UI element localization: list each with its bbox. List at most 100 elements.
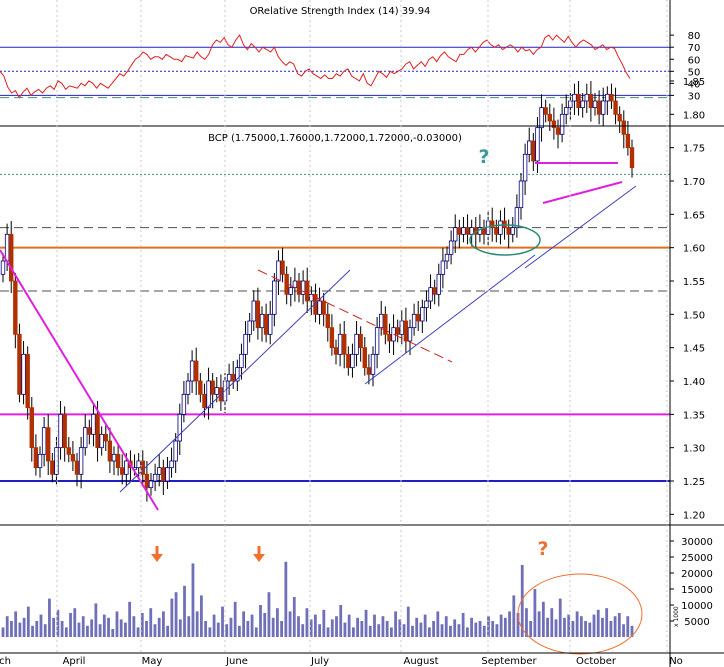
candle-body bbox=[395, 327, 400, 335]
trend-line bbox=[0, 249, 159, 511]
candle-body bbox=[140, 460, 145, 475]
volume-bar bbox=[77, 622, 81, 637]
candle-body bbox=[383, 313, 388, 335]
candle-body bbox=[498, 220, 503, 235]
candle-body bbox=[66, 447, 71, 455]
candle-body bbox=[506, 227, 511, 235]
candle-body bbox=[629, 147, 635, 169]
candle-body bbox=[78, 447, 84, 475]
candle-body bbox=[543, 107, 548, 115]
rsi-tick-label: 30 bbox=[688, 91, 701, 102]
candle-body bbox=[268, 313, 273, 335]
candle-body bbox=[592, 100, 598, 109]
candle-body bbox=[370, 353, 376, 375]
volume-bar bbox=[453, 619, 457, 637]
volume-tick-label: 25000 bbox=[681, 553, 713, 564]
candle-body bbox=[576, 93, 581, 109]
candle-body bbox=[465, 227, 470, 235]
x-tick-label: September bbox=[481, 656, 537, 667]
candle-body bbox=[21, 353, 26, 395]
candle-body bbox=[173, 440, 178, 462]
candle-body bbox=[580, 100, 585, 109]
volume-bar bbox=[111, 629, 115, 637]
volume-bar bbox=[588, 622, 592, 637]
volume-bar bbox=[478, 621, 482, 637]
volume-bar bbox=[398, 619, 402, 637]
volume-bar bbox=[200, 595, 203, 637]
candle-body bbox=[111, 453, 117, 462]
price-tick-label: 1.35 bbox=[683, 410, 705, 421]
candle-body bbox=[539, 107, 544, 129]
volume-bar bbox=[381, 616, 385, 637]
candle-body bbox=[33, 447, 39, 469]
volume-bar bbox=[613, 616, 617, 637]
candle-body bbox=[107, 440, 113, 462]
volume-bar bbox=[432, 621, 435, 637]
candle-body bbox=[305, 280, 310, 302]
candle-body bbox=[588, 93, 594, 109]
volume-bar bbox=[119, 619, 123, 637]
candle-body bbox=[4, 233, 10, 262]
price-panel: BCP (1.75000,1.76000,1.72000,1.72000,-0.… bbox=[0, 77, 705, 521]
candle-body bbox=[231, 373, 236, 382]
volume-bar bbox=[229, 617, 233, 637]
candle-body bbox=[535, 127, 540, 162]
volume-bar bbox=[541, 601, 545, 637]
candle-body bbox=[103, 433, 108, 442]
x-tick-label: ch bbox=[0, 656, 11, 667]
candle-body bbox=[37, 453, 43, 469]
candle-body bbox=[313, 293, 318, 315]
volume-bar bbox=[461, 613, 465, 637]
candle-body bbox=[157, 467, 162, 475]
volume-bar bbox=[242, 611, 246, 637]
candle-body bbox=[461, 227, 466, 235]
volume-bar bbox=[48, 598, 51, 637]
price-tick-label: 1.65 bbox=[683, 210, 705, 221]
candle-body bbox=[259, 313, 265, 329]
volume-bar bbox=[368, 625, 372, 637]
price-tick-label: 1.45 bbox=[683, 344, 705, 355]
candle-body bbox=[181, 393, 187, 415]
candle-body bbox=[613, 100, 618, 115]
volume-bar bbox=[14, 611, 18, 637]
volume-bar bbox=[128, 601, 132, 637]
candle-body bbox=[144, 473, 150, 489]
price-tick-label: 1.40 bbox=[683, 377, 705, 388]
trend-line bbox=[524, 185, 637, 269]
volume-bar bbox=[98, 624, 102, 637]
candle-body bbox=[609, 93, 614, 102]
volume-bar bbox=[301, 624, 305, 637]
volume-bar bbox=[575, 611, 579, 637]
volume-bar bbox=[385, 621, 389, 637]
volume-bar bbox=[178, 619, 182, 637]
candle-body bbox=[62, 413, 67, 449]
candle-body bbox=[625, 133, 631, 149]
candle-body bbox=[399, 320, 404, 335]
volume-bar bbox=[465, 627, 469, 637]
candle-body bbox=[362, 347, 367, 369]
consolidation-ellipse bbox=[469, 224, 541, 256]
candle-body bbox=[41, 427, 47, 455]
candle-body bbox=[189, 360, 195, 382]
volume-bar bbox=[280, 621, 284, 637]
volume-bar bbox=[69, 613, 72, 637]
price-tick-label: 1.20 bbox=[683, 510, 705, 521]
volume-bar bbox=[339, 605, 343, 637]
volume-panel: ? x 1000 5000 10000 15000 20000 25000 30000 bbox=[1, 537, 713, 655]
x-tick-label: August bbox=[404, 656, 439, 667]
candle-body bbox=[194, 360, 199, 382]
candle-body bbox=[169, 460, 174, 469]
volume-arrow-icon bbox=[253, 554, 265, 562]
candle-body bbox=[185, 380, 191, 395]
volume-bar bbox=[622, 624, 625, 637]
candle-body bbox=[596, 100, 602, 115]
candle-body bbox=[510, 227, 515, 235]
volume-bar bbox=[533, 589, 537, 637]
candle-body bbox=[202, 393, 207, 409]
candle-body bbox=[309, 293, 314, 302]
rsi-line bbox=[0, 34, 631, 99]
candle-body bbox=[13, 280, 18, 335]
candle-body bbox=[276, 260, 281, 282]
volume-bar bbox=[377, 624, 381, 637]
volume-bar bbox=[284, 561, 288, 637]
